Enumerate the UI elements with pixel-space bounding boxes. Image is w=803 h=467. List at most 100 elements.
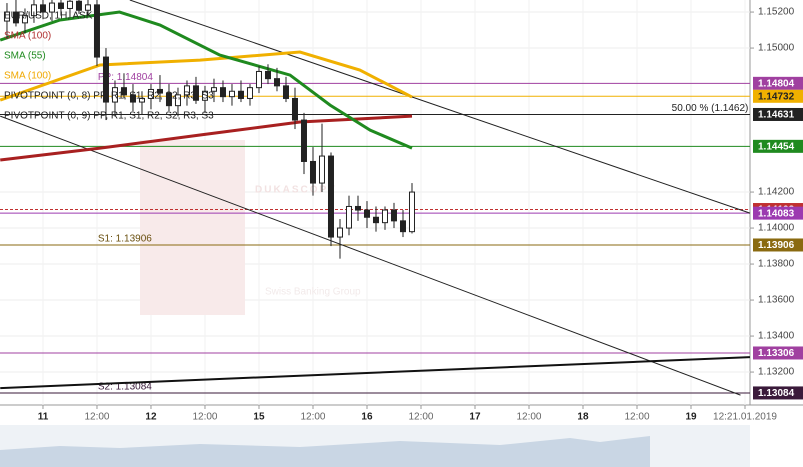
y-tick-label: 1.14200 xyxy=(758,187,795,198)
x-tick-label: 12:00 xyxy=(192,412,217,423)
moving-average xyxy=(0,114,413,162)
grid xyxy=(0,0,750,405)
candle-body xyxy=(237,90,244,99)
axes: 1.15200 1.15000 1.14200 1.14000 1.13800 1.136… xyxy=(38,7,803,423)
price-label-box xyxy=(753,206,803,220)
price-label: 1.14083 xyxy=(758,208,795,219)
chart-title: EUR/USD, 1H, ASK xyxy=(4,11,93,22)
candle-body xyxy=(273,78,280,87)
price-label: 1.14804 xyxy=(758,78,795,89)
x-tick-label: 12:00 xyxy=(408,412,433,423)
x-tick-label: 12:21.01.2019 xyxy=(713,412,777,423)
watermark-text: DUKASCOPY xyxy=(255,185,337,196)
price-label: 1.14631 xyxy=(758,110,795,121)
candle-body xyxy=(147,88,154,99)
annotation: S1: 1.13906 xyxy=(98,234,152,245)
legend-entry: PIVOTPOINT (0, 8) PP, R1, S1, R2, S2, R3… xyxy=(4,91,214,102)
candle-body xyxy=(120,87,127,96)
price-label: 1.13084 xyxy=(758,388,795,399)
price-label-box xyxy=(753,346,803,360)
y-tick-label: 1.14000 xyxy=(758,223,795,234)
candle-body xyxy=(174,94,181,107)
candle-body xyxy=(48,2,55,13)
candle-body xyxy=(246,87,253,99)
candle-body xyxy=(21,15,28,24)
price-label-box xyxy=(753,76,803,90)
candle-body xyxy=(264,70,271,80)
navigator-area xyxy=(0,436,650,467)
candle-body xyxy=(219,87,226,98)
candle-body xyxy=(201,90,208,101)
watermark-logo xyxy=(140,140,245,315)
x-tick-label: 12:00 xyxy=(624,412,649,423)
candle-body xyxy=(156,88,163,94)
y-tick-label: 1.13400 xyxy=(758,331,795,342)
annotation: S2: 1.13084 xyxy=(98,382,152,393)
candle-body xyxy=(39,4,46,13)
price-label: 1.13306 xyxy=(758,348,795,359)
candle-body xyxy=(129,94,136,103)
candle-body xyxy=(3,11,10,22)
x-tick-label: 11 xyxy=(38,412,49,423)
trendline xyxy=(0,115,741,396)
candle-body xyxy=(336,227,343,238)
price-label-box xyxy=(753,139,803,153)
candle-body xyxy=(345,205,352,229)
candle-body xyxy=(255,70,262,89)
candle-body xyxy=(84,4,91,11)
candle-body xyxy=(228,90,235,98)
x-tick-label: 19 xyxy=(685,412,697,423)
legend-entry: PIVOTPOINT (0, 9) PP, R1, S1, R2, S2, R3… xyxy=(4,111,214,122)
candle-body xyxy=(12,11,19,24)
annotation: 50.00 % (1.1462) xyxy=(672,103,749,114)
x-tick-label: 15 xyxy=(253,412,265,423)
y-tick-label: 1.13200 xyxy=(758,367,795,378)
candle-body xyxy=(102,56,109,103)
trendline xyxy=(0,356,750,390)
candle-body xyxy=(291,97,298,121)
candle-body xyxy=(93,4,100,58)
candle-body xyxy=(372,216,379,224)
price-label-box xyxy=(753,238,803,252)
x-tick-label: 12:00 xyxy=(84,412,109,423)
candle-body xyxy=(399,220,406,233)
candle-body xyxy=(183,85,190,96)
moving-average xyxy=(0,50,413,102)
candle-body xyxy=(57,2,64,9)
legend-entry: SMA (55) xyxy=(4,51,46,62)
candle-body xyxy=(111,87,118,103)
price-label-box xyxy=(753,386,803,400)
x-tick-label: 12:00 xyxy=(300,412,325,423)
candle-body xyxy=(327,155,334,238)
candle-body xyxy=(390,209,397,222)
plot: PP: 1.14804 50.00 % (1.1462) S1: 1.13906 S2… xyxy=(0,0,751,396)
moving-average xyxy=(0,10,413,150)
candle-body xyxy=(192,85,199,101)
candle-body xyxy=(300,119,307,162)
candle-body xyxy=(381,209,388,224)
x-tick-label: 18 xyxy=(577,412,589,423)
y-tick-label: 1.13800 xyxy=(758,259,795,270)
watermark-text: Swiss Banking Group xyxy=(265,287,361,298)
y-tick-label: 1.15000 xyxy=(758,43,795,54)
y-tick-label: 1.13600 xyxy=(758,295,795,306)
candle-body xyxy=(30,4,37,17)
y-tick-label: 1.15200 xyxy=(758,7,795,18)
annotation: PP: 1.14804 xyxy=(98,72,153,83)
price-label: 1.13906 xyxy=(758,240,795,251)
price-label: 1.14732 xyxy=(758,91,795,102)
price-label: 1.14454 xyxy=(758,141,795,152)
candle-body xyxy=(75,0,82,11)
x-tick-label: 17 xyxy=(469,412,481,423)
candle-body xyxy=(282,85,289,99)
candle-body xyxy=(363,209,370,218)
candle-body xyxy=(210,87,217,92)
price-label-box xyxy=(753,107,803,121)
trendline xyxy=(129,0,751,214)
legend-entry: SMA (100) xyxy=(4,31,51,42)
x-tick-label: 12:00 xyxy=(516,412,541,423)
candle-body xyxy=(138,97,145,103)
x-tick-label: 12 xyxy=(145,412,157,423)
